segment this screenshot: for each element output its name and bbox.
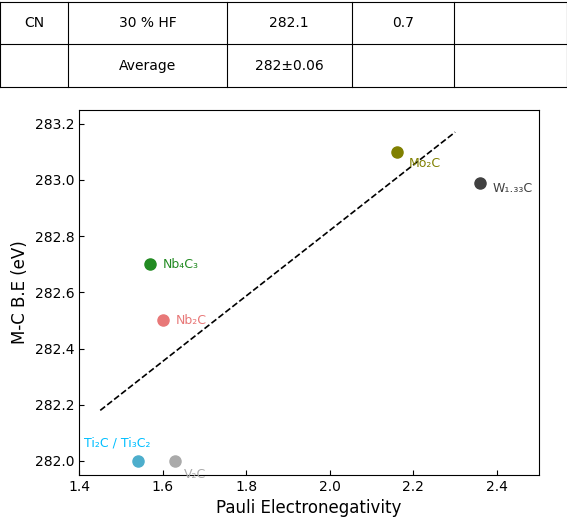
Text: CN: CN xyxy=(24,16,44,30)
Text: 282.1: 282.1 xyxy=(269,16,309,30)
Text: V₂C: V₂C xyxy=(184,468,206,481)
Text: 282±0.06: 282±0.06 xyxy=(255,58,324,73)
Point xyxy=(171,457,180,465)
Text: W₁.₃₃C: W₁.₃₃C xyxy=(493,182,533,195)
Text: Ti₂C / Ti₃C₂: Ti₂C / Ti₃C₂ xyxy=(83,437,150,450)
X-axis label: Pauli Electronegativity: Pauli Electronegativity xyxy=(217,500,401,517)
Text: Nb₂C: Nb₂C xyxy=(175,314,206,327)
Point xyxy=(392,148,401,156)
Y-axis label: M-C B.E (eV): M-C B.E (eV) xyxy=(11,241,29,344)
Text: 30 % HF: 30 % HF xyxy=(119,16,176,30)
Point xyxy=(158,316,167,325)
Text: 0.7: 0.7 xyxy=(392,16,413,30)
Point xyxy=(476,179,485,187)
Point xyxy=(133,457,142,465)
Text: Nb₄C₃: Nb₄C₃ xyxy=(163,258,199,271)
Point xyxy=(146,260,155,268)
Text: Average: Average xyxy=(119,58,176,73)
Text: Mo₂C: Mo₂C xyxy=(409,157,441,170)
